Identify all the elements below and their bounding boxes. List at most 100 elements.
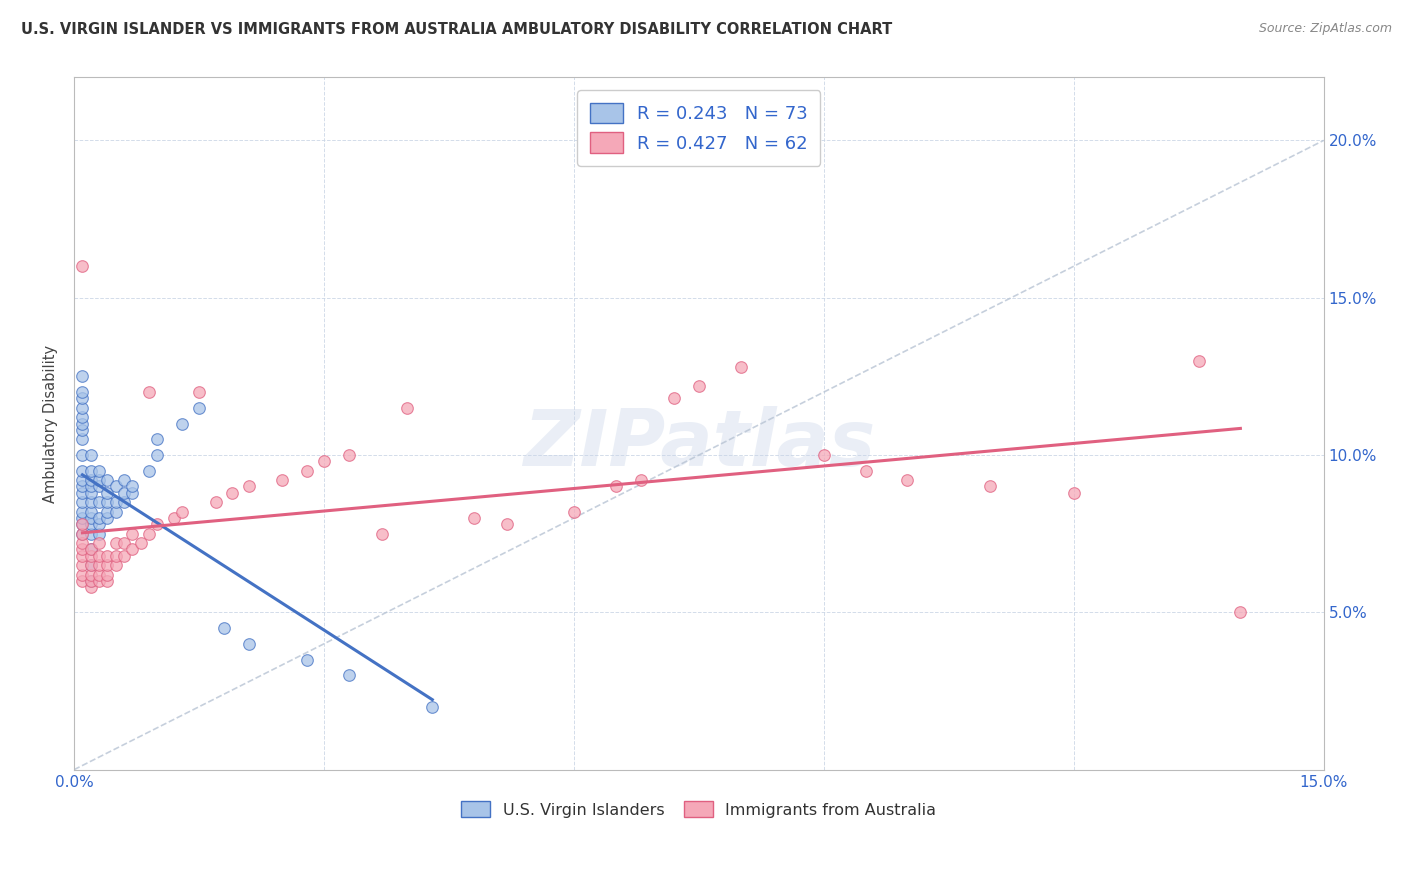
Point (72, 536, 94, 550)
Point (112, 536, 135, 550)
Point (221, 485, 243, 500)
Point (96, 574, 118, 588)
Point (72, 542, 94, 557)
Point (72, 495, 94, 509)
Point (80, 495, 103, 509)
Point (129, 536, 152, 550)
Point (72, 259, 94, 273)
Point (72, 410, 94, 425)
Point (496, 517, 519, 532)
Point (87, 479, 110, 493)
Point (80, 574, 103, 588)
Point (87, 567, 110, 582)
Point (80, 567, 103, 582)
Point (104, 536, 127, 550)
Point (80, 448, 103, 462)
Point (80, 542, 103, 557)
Text: U.S. VIRGIN ISLANDER VS IMMIGRANTS FROM AUSTRALIA AMBULATORY DISABILITY CORRELAT: U.S. VIRGIN ISLANDER VS IMMIGRANTS FROM … (21, 22, 893, 37)
Point (420, 699, 443, 714)
Point (87, 464, 110, 478)
Text: Source: ZipAtlas.com: Source: ZipAtlas.com (1258, 22, 1392, 36)
Point (104, 558, 127, 573)
Point (312, 454, 335, 468)
Point (138, 526, 160, 541)
Point (1188, 353, 1211, 368)
Point (121, 479, 143, 493)
Point (72, 574, 94, 588)
Point (72, 567, 94, 582)
Point (72, 473, 94, 487)
Point (896, 473, 918, 487)
Point (72, 401, 94, 415)
Point (72, 479, 94, 493)
Point (121, 485, 143, 500)
Point (138, 464, 160, 478)
Point (80, 558, 103, 573)
Point (146, 517, 169, 532)
Point (80, 464, 103, 478)
Text: ZIPatlas: ZIPatlas (523, 407, 875, 483)
Point (163, 511, 186, 525)
Point (630, 473, 652, 487)
Point (80, 485, 103, 500)
Point (80, 517, 103, 532)
Y-axis label: Ambulatory Disability: Ambulatory Disability (44, 344, 58, 502)
Point (104, 479, 127, 493)
Point (72, 517, 94, 532)
Point (87, 558, 110, 573)
Point (72, 369, 94, 384)
Point (96, 485, 118, 500)
Point (337, 448, 360, 462)
Point (172, 505, 194, 519)
Point (297, 652, 319, 666)
Point (96, 511, 118, 525)
Point (271, 473, 294, 487)
Point (172, 417, 194, 431)
Point (87, 495, 110, 509)
Point (855, 464, 877, 478)
Point (138, 385, 160, 400)
Point (87, 511, 110, 525)
Point (188, 385, 211, 400)
Point (87, 574, 110, 588)
Point (96, 505, 118, 519)
Point (80, 549, 103, 563)
Point (238, 637, 260, 651)
Point (112, 473, 135, 487)
Point (979, 479, 1001, 493)
Point (72, 558, 94, 573)
Point (96, 495, 118, 509)
Point (688, 378, 710, 392)
Point (212, 621, 235, 635)
Point (112, 495, 135, 509)
Point (96, 473, 118, 487)
Point (146, 432, 169, 446)
Point (72, 505, 94, 519)
Point (297, 464, 319, 478)
Point (605, 479, 627, 493)
Point (80, 479, 103, 493)
Point (104, 505, 127, 519)
Point (87, 536, 110, 550)
Point (96, 549, 118, 563)
Point (188, 401, 211, 415)
Point (80, 558, 103, 573)
Point (1229, 605, 1251, 619)
Point (562, 505, 585, 519)
Point (80, 574, 103, 588)
Point (371, 526, 394, 541)
Point (72, 448, 94, 462)
Point (238, 479, 260, 493)
Point (87, 473, 110, 487)
Point (80, 580, 103, 594)
Point (96, 567, 118, 582)
Legend: U.S. Virgin Islanders, Immigrants from Australia: U.S. Virgin Islanders, Immigrants from A… (456, 795, 942, 824)
Point (72, 485, 94, 500)
Point (1063, 485, 1085, 500)
Point (104, 549, 127, 563)
Point (72, 526, 94, 541)
Point (87, 526, 110, 541)
Point (87, 549, 110, 563)
Point (146, 448, 169, 462)
Point (112, 485, 135, 500)
